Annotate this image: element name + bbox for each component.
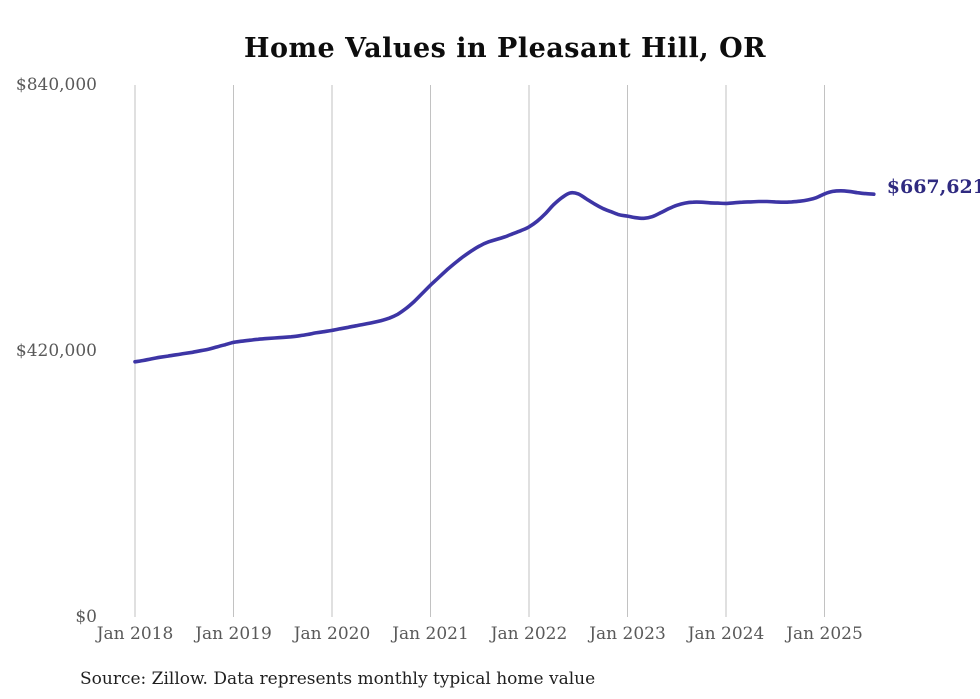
x-tick-label: Jan 2020 xyxy=(293,624,371,644)
chart-title: Home Values in Pleasant Hill, OR xyxy=(243,33,767,64)
y-tick-label: $420,000 xyxy=(15,341,97,361)
x-tick-label: Jan 2024 xyxy=(687,624,765,644)
x-tick-label: Jan 2022 xyxy=(490,624,568,644)
value-line xyxy=(133,189,876,364)
x-tick-label: Jan 2023 xyxy=(589,624,666,644)
x-tick-label: Jan 2025 xyxy=(786,624,863,644)
x-tick-label: Jan 2018 xyxy=(96,624,174,644)
y-tick-label: $840,000 xyxy=(15,75,97,95)
end-value-label: $667,621 xyxy=(886,176,980,199)
x-tick-label: Jan 2019 xyxy=(195,624,272,644)
x-tick-label: Jan 2021 xyxy=(392,624,469,644)
source-note: Source: Zillow. Data represents monthly … xyxy=(80,669,596,689)
y-tick-label: $0 xyxy=(75,607,97,627)
